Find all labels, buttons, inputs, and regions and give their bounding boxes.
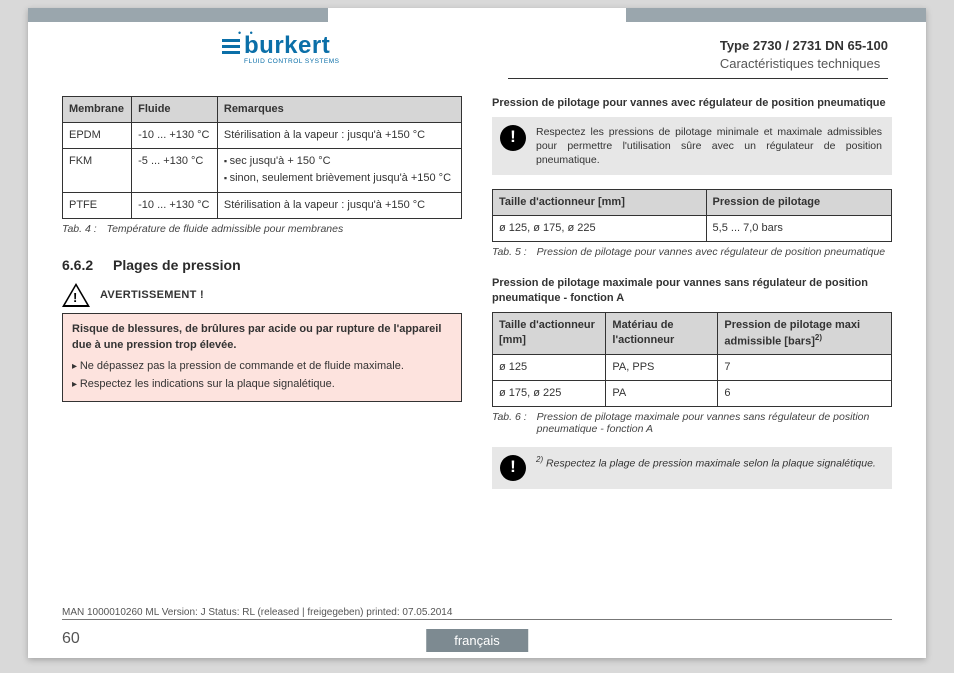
header-bar-right: [626, 8, 926, 22]
footnote-ref: 2): [536, 455, 543, 464]
table-5: Taille d'actionneur [mm] Pression de pil…: [492, 189, 892, 242]
warning-header: ! AVERTISSEMENT !: [62, 283, 462, 307]
warning-triangle-icon: !: [62, 283, 90, 307]
heading-pilot-without-regulator: Pression de pilotage maximale pour vanne…: [492, 276, 892, 306]
section-heading: 6.6.2 Plages de pression: [62, 257, 462, 273]
warning-item: Respectez les indications sur la plaque …: [72, 377, 452, 392]
notice-box-1: ! Respectez les pressions de pilotage mi…: [492, 117, 892, 176]
footer-metadata: MAN 1000010260 ML Version: J Status: RL …: [62, 607, 892, 620]
table5-caption: Tab. 5 : Pression de pilotage pour vanne…: [492, 246, 892, 258]
table-row: FKM -5 ... +130 °C sec jusqu'à + 150 °C …: [63, 148, 462, 193]
table-row: ø 125 PA, PPS 7: [493, 355, 892, 381]
warning-item: Ne dépassez pas la pression de commande …: [72, 359, 452, 374]
table4-h2: Remarques: [217, 97, 461, 123]
table-row: ø 175, ø 225 PA 6: [493, 380, 892, 406]
header-divider: [508, 78, 888, 79]
brand-name: burkert: [244, 32, 330, 60]
table-6: Taille d'actionneur [mm] Matériau de l'a…: [492, 312, 892, 407]
notice-icon: !: [500, 125, 526, 151]
table4-h1: Fluide: [132, 97, 218, 123]
heading-pilot-with-regulator: Pression de pilotage pour vannes avec ré…: [492, 96, 892, 111]
warning-box: Risque de blessures, de brûlures par aci…: [62, 313, 462, 402]
table-row: EPDM -10 ... +130 °C Stérilisation à la …: [63, 122, 462, 148]
content-columns: Membrane Fluide Remarques EPDM -10 ... +…: [62, 96, 892, 616]
page: burkert • • FLUID CONTROL SYSTEMS Type 2…: [28, 8, 926, 658]
table-row: PTFE -10 ... +130 °C Stérilisation à la …: [63, 193, 462, 219]
brand-logo: burkert • • FLUID CONTROL SYSTEMS: [222, 32, 340, 65]
table6-caption: Tab. 6 : Pression de pilotage maximale p…: [492, 411, 892, 435]
doc-subtitle: Caractéristiques techniques: [720, 56, 888, 71]
table-4: Membrane Fluide Remarques EPDM -10 ... +…: [62, 96, 462, 219]
language-tab: français: [426, 629, 528, 652]
table4-h0: Membrane: [63, 97, 132, 123]
warning-text-bold: Risque de blessures, de brûlures par aci…: [72, 322, 452, 353]
table4-caption: Tab. 4 : Température de fluide admissibl…: [62, 223, 462, 235]
notice-text: Respectez les pressions de pilotage mini…: [536, 125, 882, 168]
logo-bars-icon: [222, 39, 240, 54]
warning-label: AVERTISSEMENT !: [100, 289, 204, 301]
header-bar-left: [28, 8, 328, 22]
notice-icon: !: [500, 455, 526, 481]
notice-text: Respectez la plage de pression maximale …: [546, 457, 876, 469]
doc-title: Type 2730 / 2731 DN 65-100: [720, 38, 888, 53]
right-column: Pression de pilotage pour vannes avec ré…: [492, 96, 892, 616]
table-row: ø 125, ø 175, ø 225 5,5 ... 7,0 bars: [493, 216, 892, 242]
notice-box-2: ! 2) Respectez la plage de pression maxi…: [492, 447, 892, 489]
doc-header: Type 2730 / 2731 DN 65-100 Caractéristiq…: [720, 38, 888, 71]
page-number: 60: [62, 630, 80, 648]
left-column: Membrane Fluide Remarques EPDM -10 ... +…: [62, 96, 462, 616]
